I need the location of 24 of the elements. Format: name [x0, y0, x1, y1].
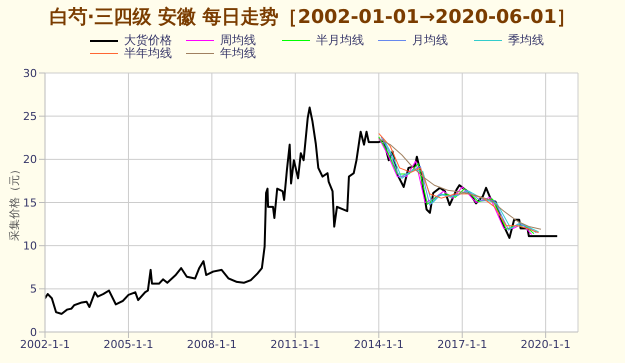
x-tick-label: 2020-1-1 [520, 338, 571, 351]
x-tick-label: 2008-1-1 [186, 338, 237, 351]
x-tick-label: 2011-1-1 [270, 338, 320, 351]
y-tick-label: 15 [23, 196, 37, 210]
y-axis-title: 采集价格（元） [8, 164, 21, 241]
y-tick-label: 10 [23, 240, 37, 253]
line-series [45, 106, 558, 315]
y-tick-label: 5 [30, 282, 37, 296]
x-tick-label: 2002-1-1 [20, 338, 70, 351]
chart-title: 白芍·三四级 安徽 每日走势［2002-01-01→2020-06-01］ [48, 5, 577, 30]
legend-label: 月均线 [412, 32, 448, 49]
legend-label: 半年均线 [124, 46, 172, 62]
y-tick-label: 20 [23, 153, 37, 166]
legend-label: 大货价格 [124, 32, 172, 47]
legend-label: 季均线 [508, 32, 544, 49]
x-tick-label: 2017-1-1 [437, 338, 488, 351]
legend-label: 年均线 [220, 46, 256, 62]
y-tick-label: 25 [23, 110, 37, 124]
legend-label: 周均线 [220, 32, 256, 47]
y-tick-label: 0 [30, 326, 37, 339]
y-tick-label: 30 [23, 66, 37, 80]
x-tick-label: 2014-1-1 [354, 338, 404, 351]
x-tick-label: 2005-1-1 [103, 338, 154, 351]
legend-label: 半月均线 [316, 32, 364, 49]
